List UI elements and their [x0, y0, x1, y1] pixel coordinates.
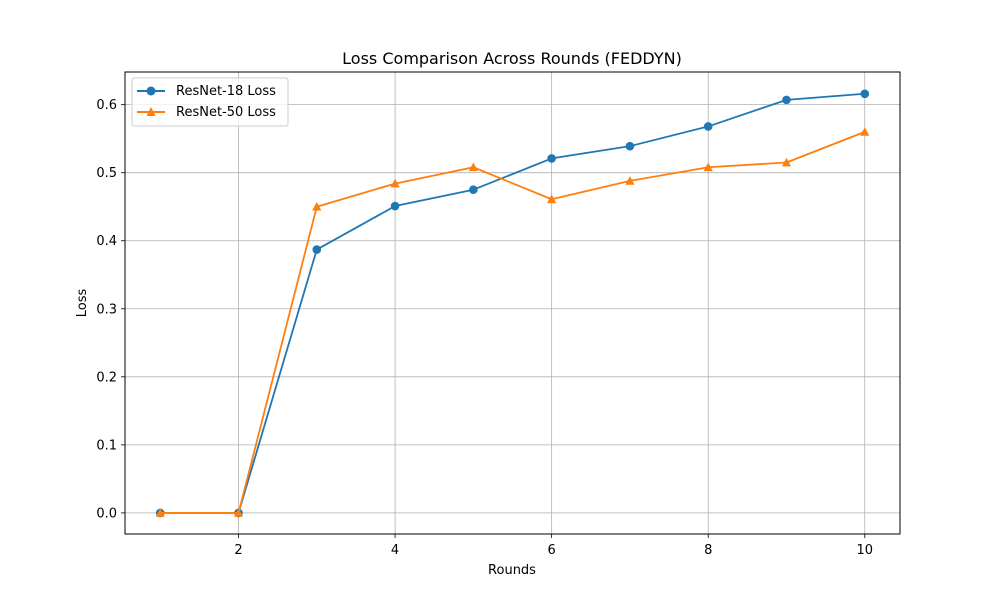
- data-point-resnet-50-loss-5: [468, 162, 478, 172]
- data-point-resnet-50-loss-9: [781, 157, 792, 167]
- data-point-resnet-50-loss-3: [312, 201, 322, 211]
- y-tick-label-5: 0.5: [96, 166, 117, 181]
- data-point-resnet-18-loss-4: [390, 201, 400, 211]
- data-point-resnet-50-loss-2: [233, 508, 244, 517]
- data-point-resnet-50-loss-10: [860, 127, 870, 136]
- data-point-resnet-18-loss-3: [312, 245, 322, 254]
- data-point-resnet-50-loss-8: [703, 162, 713, 172]
- legend: ResNet-18 Loss ResNet-50 Loss: [131, 77, 289, 127]
- data-point-resnet-50-loss-7: [625, 176, 635, 185]
- legend-box: [131, 77, 289, 127]
- data-point-resnet-18-loss-8: [703, 122, 713, 131]
- x-tick-label-2: 6: [548, 543, 556, 558]
- x-tick-label-4: 10: [856, 543, 873, 558]
- x-tick-label-0: 2: [234, 543, 242, 558]
- y-tick-label-6: 0.6: [96, 98, 117, 113]
- axis-ticks: 2 4 6 8 10 0.0 0.1 0.2 0.3 0.4 0.5 0.6: [96, 98, 873, 558]
- x-tick-label-3: 8: [704, 543, 712, 558]
- series-line-resnet-18-loss: [160, 92, 865, 514]
- legend-marker-resnet-50: [146, 107, 156, 116]
- chart-title: Loss Comparison Across Rounds (FEDDYN): [342, 49, 682, 68]
- legend-marker-resnet-18: [146, 86, 156, 96]
- y-axis-label: Loss: [75, 289, 90, 318]
- y-tick-label-4: 0.4: [96, 234, 117, 249]
- x-axis-label: Rounds: [488, 563, 536, 578]
- data-point-resnet-18-loss-6: [547, 154, 556, 163]
- y-tick-label-1: 0.1: [96, 438, 117, 453]
- plot-frame: [124, 71, 901, 535]
- grid-lines: [125, 72, 900, 534]
- y-tick-label-2: 0.2: [96, 370, 117, 385]
- data-point-resnet-50-loss-1: [155, 508, 165, 517]
- data-point-resnet-18-loss-5: [469, 185, 478, 195]
- y-tick-label-0: 0.0: [96, 506, 117, 521]
- data-point-resnet-50-loss-4: [390, 178, 400, 188]
- legend-label-resnet-50: ResNet-50 Loss: [176, 105, 276, 120]
- series-line-resnet-50-loss: [160, 131, 866, 514]
- y-tick-label-3: 0.3: [96, 302, 117, 317]
- legend-label-resnet-18: ResNet-18 Loss: [176, 84, 276, 99]
- data-point-resnet-18-loss-9: [782, 95, 791, 105]
- data-point-resnet-18-loss-7: [625, 141, 635, 151]
- series-layer: [155, 89, 870, 518]
- data-point-resnet-18-loss-10: [860, 89, 870, 99]
- x-tick-label-1: 4: [391, 543, 399, 558]
- data-point-resnet-50-loss-6: [547, 194, 557, 204]
